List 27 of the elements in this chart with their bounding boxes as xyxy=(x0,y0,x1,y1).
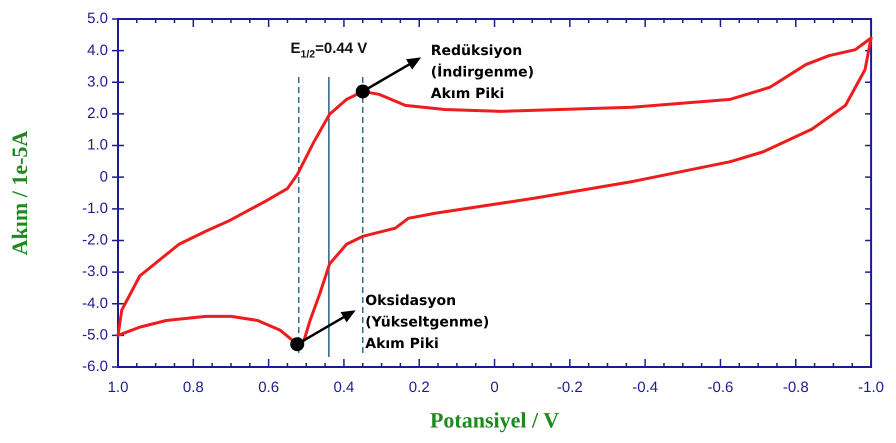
x-tick-label: -0.2 xyxy=(556,379,583,396)
x-tick-label: -0.8 xyxy=(782,379,809,396)
x-tick-label: 0.8 xyxy=(182,379,204,396)
y-tick-label: -6.0 xyxy=(82,358,108,376)
y-tick-label: 3.0 xyxy=(87,73,108,90)
y-tick-label: 0 xyxy=(100,168,108,186)
y-tick-label: -5.0 xyxy=(82,326,108,344)
x-tick-label: -1.0 xyxy=(858,379,884,396)
x-tick-label: 0.4 xyxy=(333,379,354,396)
y-tick-label: 1.0 xyxy=(87,136,108,154)
y-tick-label: 5.0 xyxy=(87,10,108,28)
y-tick-label: -1.0 xyxy=(82,200,108,217)
y-tick-label: 2.0 xyxy=(87,105,108,122)
x-tick-label: -0.4 xyxy=(632,379,658,396)
y-tick-label: -3.0 xyxy=(82,263,108,280)
y-tick-label: 4.0 xyxy=(87,42,108,59)
x-tick-label: 0.6 xyxy=(258,379,280,396)
x-tick-label: -0.6 xyxy=(708,379,734,396)
y-tick-label: -4.0 xyxy=(82,294,108,312)
x-tick-label: 0 xyxy=(490,379,499,396)
annotation: Oksidasyon (Yükseltgenme) Akım Piki xyxy=(365,292,490,352)
x-axis-title: Potansiyel / V xyxy=(430,407,560,432)
annotation: Redüksiyon (İndirgenme) Akım Piki xyxy=(430,43,534,102)
y-tick-label: -2.0 xyxy=(82,232,108,249)
x-tick-label: 1.0 xyxy=(108,379,128,396)
y-axis-title: Akım / 1e-5A xyxy=(6,130,32,256)
x-tick-label: 0.2 xyxy=(408,379,430,396)
